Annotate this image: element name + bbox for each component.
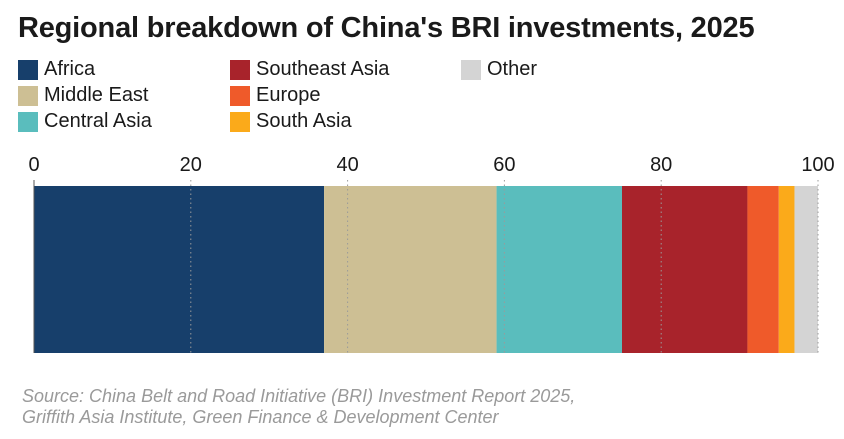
- stacked-bar-chart: 0 20 40 60 80 100: [28, 154, 835, 353]
- bar-segment-south-asia: [778, 186, 795, 353]
- legend-swatch: [18, 111, 38, 132]
- source-line-1: Source: China Belt and Road Initiative (…: [22, 386, 576, 406]
- tick-label: 40: [336, 154, 358, 176]
- legend-swatch: [461, 59, 481, 80]
- legend-label: Southeast Asia: [256, 58, 390, 80]
- bar-segment-other: [794, 186, 818, 353]
- chart-legend: Africa Middle East Central Asia Southeast A…: [18, 58, 638, 138]
- legend-label: Europe: [256, 84, 321, 106]
- legend-swatch: [230, 59, 250, 80]
- tick-label: 100: [801, 154, 834, 176]
- tick-label: 20: [180, 154, 202, 176]
- legend-item-africa: Africa: [18, 58, 95, 81]
- tick-label: 60: [493, 154, 515, 176]
- legend-swatch: [230, 111, 250, 132]
- legend-item-southeast-asia: Southeast Asia: [230, 58, 389, 81]
- legend-item-middle-east: Middle East: [18, 84, 149, 107]
- source-note: Source: China Belt and Road Initiative (…: [22, 386, 575, 428]
- source-line-2: Griffith Asia Institute, Green Finance &…: [22, 407, 499, 427]
- chart-title: Regional breakdown of China's BRI invest…: [18, 12, 755, 44]
- bar-segment-southeast-asia: [622, 186, 748, 353]
- legend-label: Africa: [44, 58, 96, 80]
- legend-item-central-asia: Central Asia: [18, 110, 152, 133]
- legend-swatch: [18, 85, 38, 106]
- bar-segment-africa: [34, 186, 325, 353]
- legend-label: Other: [487, 58, 538, 80]
- bar-segment-middle-east: [324, 186, 497, 353]
- tick-label: 0: [28, 154, 39, 176]
- legend-label: South Asia: [256, 110, 352, 132]
- bar-segment-europe: [747, 186, 779, 353]
- legend-swatch: [230, 85, 250, 106]
- legend-item-other: Other: [461, 58, 537, 81]
- bar-segment-central-asia: [496, 186, 622, 353]
- legend-item-europe: Europe: [230, 84, 321, 107]
- tick-label: 80: [650, 154, 672, 176]
- legend-swatch: [18, 59, 38, 80]
- legend-label: Central Asia: [44, 110, 152, 132]
- legend-label: Middle East: [44, 84, 149, 106]
- legend-item-south-asia: South Asia: [230, 110, 352, 133]
